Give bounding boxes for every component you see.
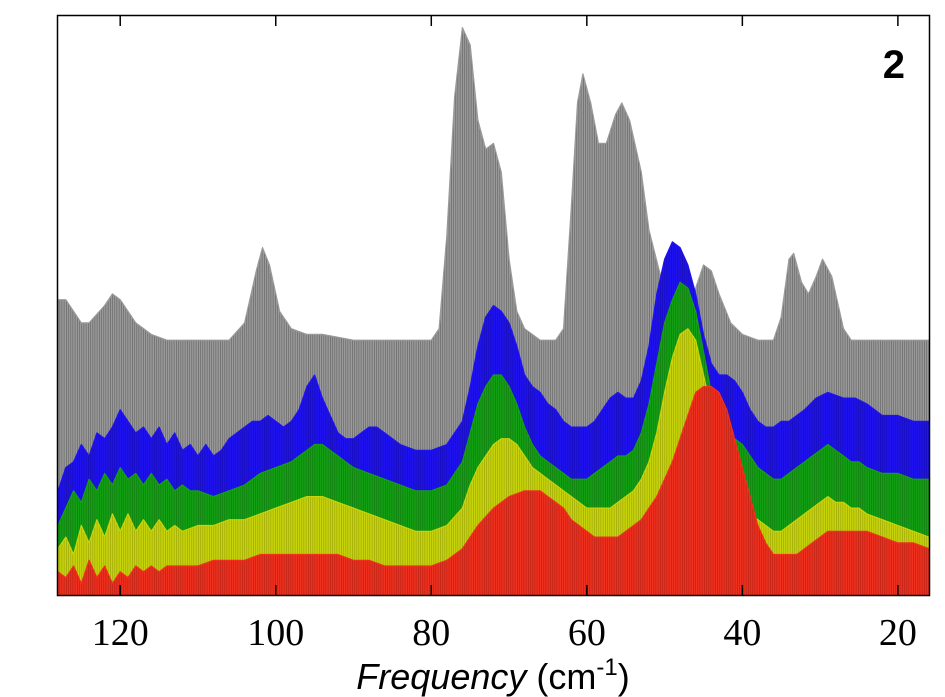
series-layer (58, 27, 929, 595)
series-red-area (58, 386, 929, 595)
x-axis-label-unit: (cm (536, 656, 596, 697)
x-axis-label-main: Frequency (356, 656, 528, 697)
x-tick-label-100: 100 (247, 612, 304, 654)
x-tick-label-120: 120 (92, 612, 149, 654)
x-tick-label-60: 60 (568, 612, 606, 654)
x-axis-ticks: 120 100 80 60 40 20 (92, 16, 917, 654)
x-axis-label: Frequency (cm-1) (356, 654, 629, 697)
x-axis-label-suffix: ) (618, 656, 630, 697)
panel-label: 2 (883, 43, 905, 87)
plot-frame (56, 14, 931, 597)
x-tick-label-20: 20 (879, 612, 917, 654)
x-axis-label-superscript: -1 (596, 654, 617, 681)
x-tick-label-40: 40 (723, 612, 761, 654)
x-tick-label-80: 80 (412, 612, 450, 654)
